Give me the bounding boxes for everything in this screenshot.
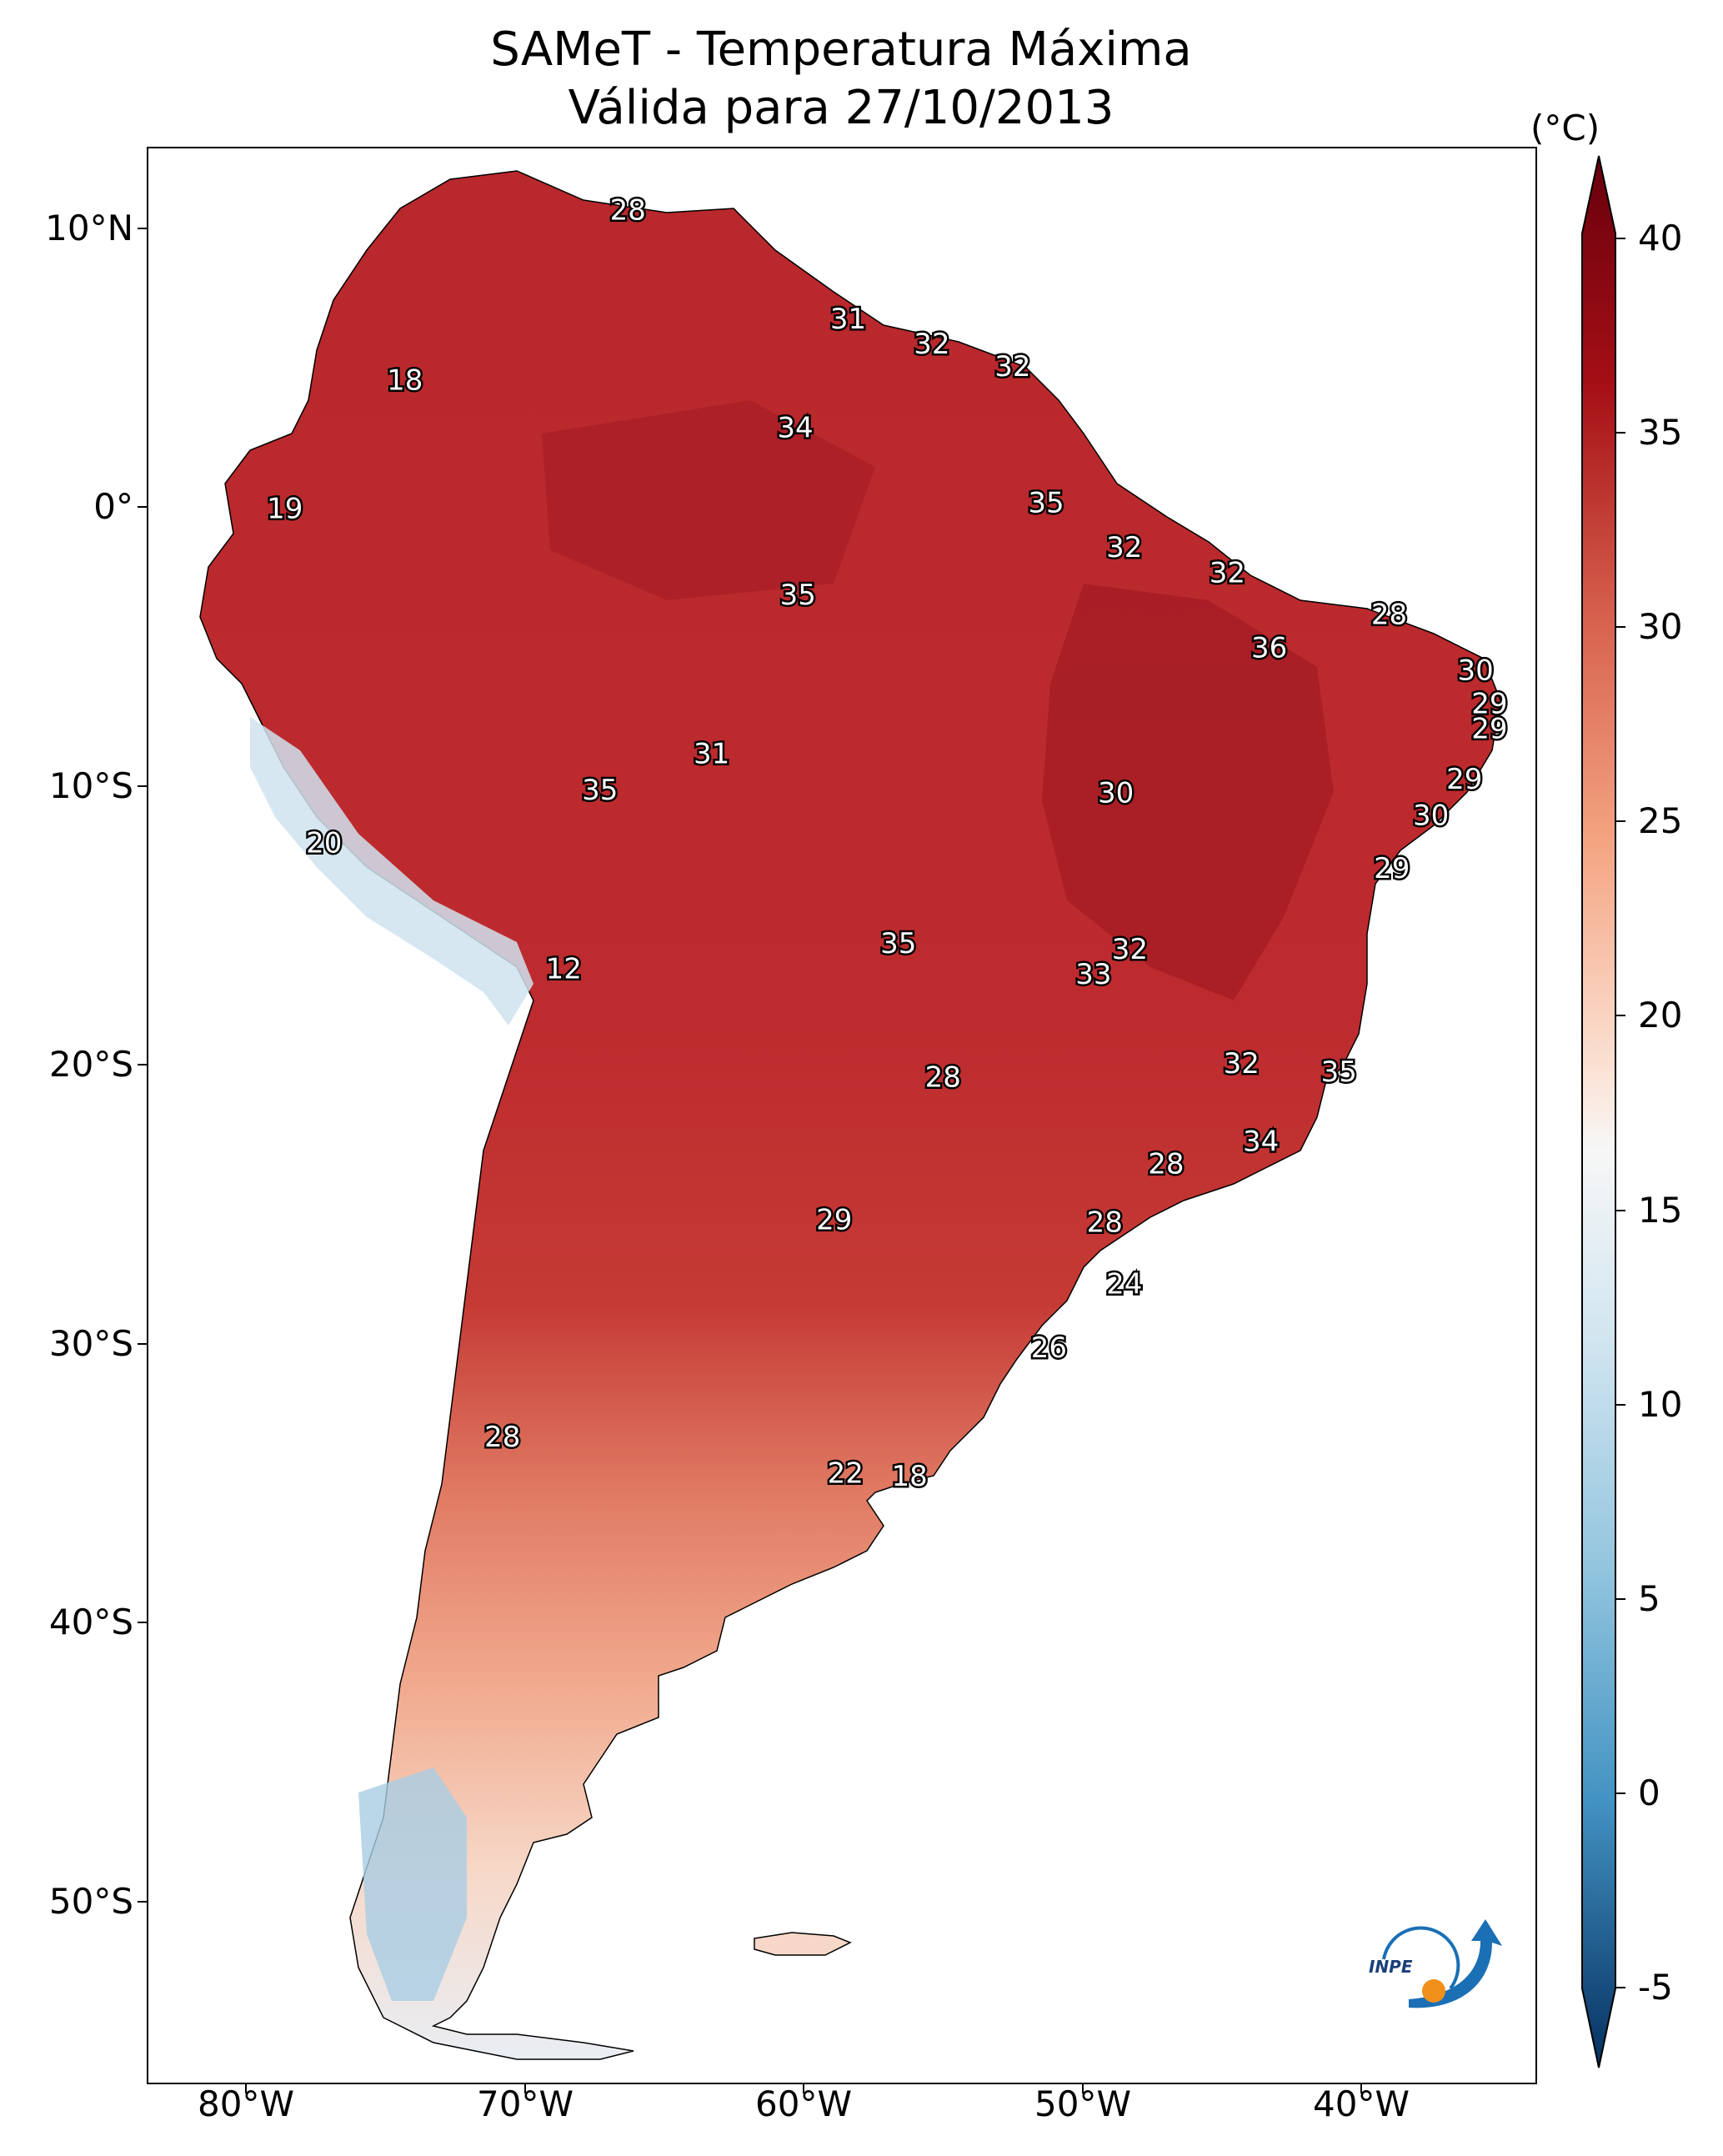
contour-label: 31 bbox=[830, 303, 866, 336]
lon-label: 50°W bbox=[1034, 2083, 1131, 2124]
contour-label: 29 bbox=[1446, 763, 1482, 796]
colorbar-tick-label: 0 bbox=[1638, 1772, 1660, 1813]
lat-label: 0° bbox=[93, 486, 133, 527]
contour-label: 29 bbox=[816, 1203, 852, 1236]
lat-ticks bbox=[138, 228, 148, 1903]
contour-label: 31 bbox=[694, 738, 729, 771]
contour-label: 32 bbox=[1224, 1047, 1260, 1081]
contour-label: 32 bbox=[914, 328, 949, 361]
inpe-logo: INPE bbox=[1369, 1919, 1502, 2008]
colorbar-tick-label: 10 bbox=[1638, 1384, 1683, 1425]
contour-label: 18 bbox=[387, 364, 423, 398]
contour-label: 32 bbox=[994, 350, 1030, 384]
contour-label: 20 bbox=[306, 827, 342, 860]
contour-label: 26 bbox=[1031, 1331, 1067, 1365]
colorbar-tick-label: 15 bbox=[1638, 1190, 1683, 1231]
contour-label: 32 bbox=[1112, 933, 1148, 966]
lon-label: 60°W bbox=[755, 2083, 852, 2124]
contour-label: 32 bbox=[1106, 531, 1142, 564]
colorbar-tick-label: 20 bbox=[1638, 995, 1683, 1035]
contour-label: 35 bbox=[780, 579, 816, 612]
contour-label: 35 bbox=[582, 774, 618, 807]
colorbar-tick-label: 40 bbox=[1638, 218, 1683, 258]
contour-label: 35 bbox=[1028, 487, 1064, 520]
contour-label: 29 bbox=[1471, 713, 1507, 746]
contour-label: 18 bbox=[891, 1460, 927, 1493]
contour-label: 32 bbox=[1210, 556, 1245, 589]
map-title: SAMeT - Temperatura Máxima bbox=[490, 23, 1192, 77]
lat-label: 40°S bbox=[48, 1602, 133, 1642]
hot-region bbox=[1042, 584, 1334, 1000]
map-subtitle: Válida para 27/10/2013 bbox=[568, 81, 1114, 135]
lat-label: 30°S bbox=[48, 1323, 133, 1364]
lat-label: 50°S bbox=[48, 1881, 133, 1922]
contour-label: 30 bbox=[1098, 777, 1134, 810]
contour-label: 30 bbox=[1413, 799, 1449, 832]
contour-label: 19 bbox=[267, 492, 303, 525]
contour-label: 35 bbox=[880, 927, 916, 960]
contour-label: 29 bbox=[1471, 688, 1507, 721]
falkland-islands bbox=[754, 1932, 852, 1956]
contour-label: 12 bbox=[546, 952, 582, 985]
patagonia-cool-region bbox=[358, 1767, 467, 2001]
lat-label: 10°N bbox=[45, 208, 133, 248]
colorbar-tick-label: 35 bbox=[1638, 412, 1683, 453]
hot-region-north bbox=[542, 400, 875, 600]
map-frame bbox=[147, 147, 1537, 2084]
lat-label: 20°S bbox=[48, 1044, 133, 1085]
contour-label: 35 bbox=[1321, 1055, 1357, 1089]
colorbar-unit: (°C) bbox=[1530, 108, 1600, 148]
contour-label: 28 bbox=[925, 1061, 961, 1095]
contour-label: 36 bbox=[1251, 632, 1287, 665]
contour-label: 28 bbox=[1087, 1206, 1123, 1240]
contour-label: 29 bbox=[1374, 852, 1410, 885]
colorbar bbox=[1581, 155, 1625, 2068]
colorbar-tick-label: 25 bbox=[1638, 800, 1683, 841]
lon-label: 40°W bbox=[1313, 2083, 1410, 2124]
lon-label: 80°W bbox=[198, 2083, 294, 2124]
colorbar-tick-label: 5 bbox=[1638, 1578, 1660, 1619]
andes-cool-region bbox=[250, 717, 533, 1025]
lat-label: 10°S bbox=[48, 765, 133, 806]
contour-label: 33 bbox=[1075, 958, 1111, 991]
colorbar-body bbox=[1581, 155, 1616, 2068]
lon-label: 70°W bbox=[477, 2083, 573, 2124]
logo-text: INPE bbox=[1369, 1957, 1413, 1977]
contour-label: 28 bbox=[1148, 1147, 1184, 1181]
colorbar-tick-label: 30 bbox=[1638, 606, 1683, 647]
contour-label: 24 bbox=[1106, 1267, 1142, 1301]
contour-label: 28 bbox=[1371, 599, 1407, 632]
contour-label: 30 bbox=[1457, 654, 1493, 687]
contour-label: 34 bbox=[777, 411, 813, 444]
contour-label: 22 bbox=[828, 1457, 864, 1491]
contour-label: 34 bbox=[1243, 1126, 1279, 1159]
contour-label: 28 bbox=[610, 193, 646, 227]
contour-label: 28 bbox=[484, 1421, 520, 1454]
colorbar-tick-label: -5 bbox=[1638, 1967, 1673, 2008]
lon-ticks bbox=[245, 2083, 1362, 2093]
